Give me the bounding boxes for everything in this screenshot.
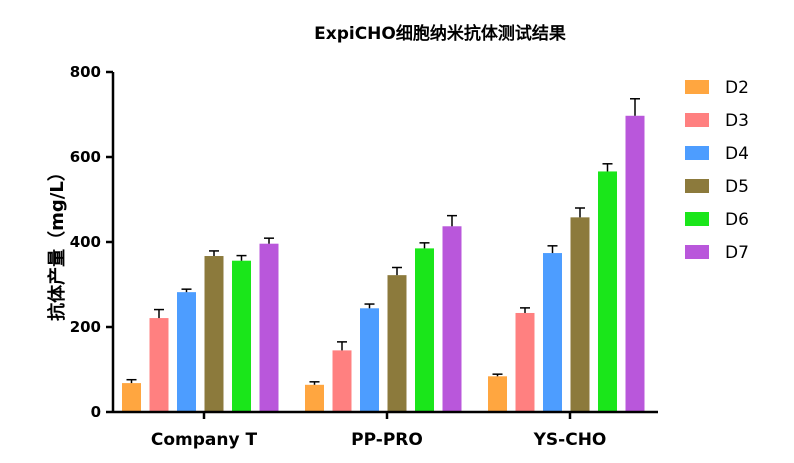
bar-d5-1 xyxy=(387,275,407,412)
bar-d5-0 xyxy=(204,256,224,412)
legend-label-d7: D7 xyxy=(725,243,749,263)
bar-d3-1 xyxy=(332,350,352,412)
chart-title: ExpiCHO细胞纳米抗体测试结果 xyxy=(314,23,566,44)
axes-group: 0 200 400 600 800 Company T PP-PRO YS-CHO xyxy=(70,63,658,450)
legend-label-d4: D4 xyxy=(725,144,749,164)
bar-d2-0 xyxy=(122,383,141,412)
bar-d6-2 xyxy=(598,171,617,412)
legend-swatch-d5 xyxy=(685,179,709,193)
bar-d3-2 xyxy=(515,312,535,412)
y-tick-label-2: 400 xyxy=(70,233,101,251)
legend-swatch-d6 xyxy=(685,212,709,226)
bar-d2-2 xyxy=(488,376,507,412)
legend-label-d2: D2 xyxy=(725,78,749,98)
x-category-label-1: PP-PRO xyxy=(351,430,423,450)
y-axis-label: 抗体产量（mg/L） xyxy=(46,163,68,321)
y-tick-label-3: 600 xyxy=(70,148,101,166)
bar-d7-2 xyxy=(625,115,645,413)
bar-d4-1 xyxy=(360,308,379,412)
bar-d4-0 xyxy=(177,292,196,412)
y-tick-label-4: 800 xyxy=(70,63,101,81)
bar-d5-2 xyxy=(570,217,590,412)
legend: D2 D3 D4 D5 D6 D7 xyxy=(685,78,749,263)
bar-d2-1 xyxy=(305,384,324,412)
bar-d7-1 xyxy=(442,226,462,412)
bar-d6-0 xyxy=(232,260,251,412)
x-category-label-0: Company T xyxy=(151,430,258,450)
legend-swatch-d4 xyxy=(685,146,709,160)
legend-swatch-d2 xyxy=(685,80,709,94)
legend-label-d3: D3 xyxy=(725,111,749,131)
bar-d7-0 xyxy=(259,243,279,412)
bar-d4-2 xyxy=(543,253,562,412)
legend-swatch-d3 xyxy=(685,113,709,127)
bar-d3-0 xyxy=(149,318,169,412)
legend-swatch-d7 xyxy=(685,245,709,259)
legend-label-d5: D5 xyxy=(725,177,749,197)
x-category-label-2: YS-CHO xyxy=(533,430,607,450)
legend-label-d6: D6 xyxy=(725,210,749,230)
y-tick-label-0: 0 xyxy=(91,403,101,421)
y-tick-label-1: 200 xyxy=(70,318,101,336)
bars-group xyxy=(122,98,645,413)
bar-d6-1 xyxy=(415,248,434,412)
